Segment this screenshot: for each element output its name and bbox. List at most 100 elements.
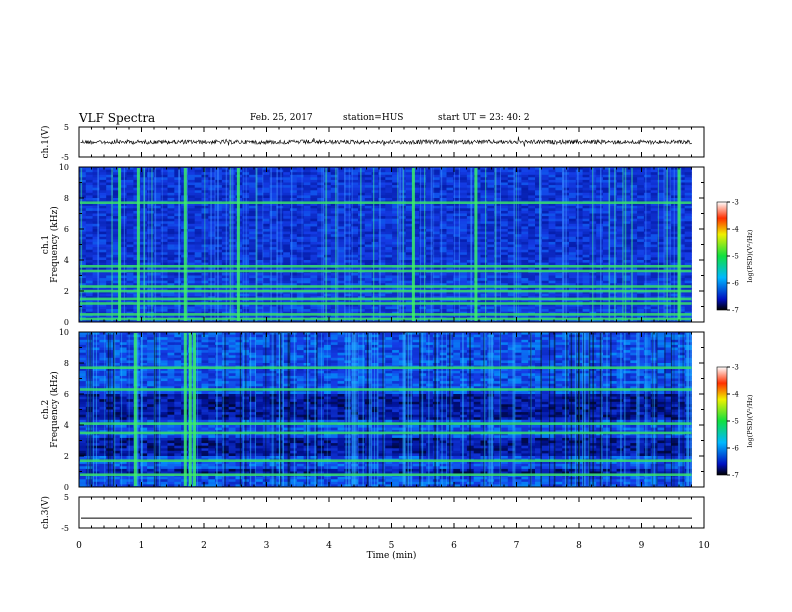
spectrogram-cell — [405, 198, 413, 201]
spectrogram-cell — [126, 216, 134, 220]
spectrogram-cell — [643, 221, 652, 225]
spectrogram-cell — [317, 231, 325, 235]
spectrogram-cell — [215, 190, 223, 194]
spectrogram-cell — [215, 177, 223, 181]
spectrogram-cell — [85, 221, 93, 225]
spectrogram-cell — [344, 303, 352, 307]
spectrogram-cell — [528, 278, 536, 282]
spectrogram-cell — [603, 169, 611, 173]
spectrogram-cell — [426, 244, 434, 248]
spectrogram-cell — [378, 221, 386, 225]
spectrogram-cell — [167, 167, 175, 170]
spectrogram-cell — [439, 213, 447, 217]
spectrogram-cell — [487, 239, 495, 243]
spectrogram-cell — [460, 291, 468, 294]
spectrogram-cell — [99, 177, 107, 181]
spectrogram-cell — [167, 257, 175, 261]
spectrogram-cell — [99, 257, 107, 261]
spectrogram-cell — [215, 247, 223, 251]
spectrogram-cell — [303, 306, 311, 310]
spectrogram-cell — [290, 167, 298, 170]
spectrogram-cell — [262, 249, 270, 253]
spectrogram-cell — [555, 252, 563, 256]
spectrogram-cell — [113, 309, 121, 313]
spectrogram-cell — [548, 231, 556, 235]
spectrogram-cell — [194, 309, 202, 313]
spectrogram-cell — [92, 210, 100, 214]
spectrogram-cell — [153, 229, 162, 232]
spectrogram-cell — [344, 309, 352, 313]
spectrogram-cell — [330, 229, 338, 232]
spectrogram-cell — [249, 247, 257, 251]
spectrogram-cell — [194, 177, 202, 181]
spectrogram-cell — [630, 247, 638, 251]
spectrogram-cell — [453, 244, 461, 248]
spectrogram-cell — [609, 262, 617, 266]
spectrogram-cell — [371, 272, 379, 276]
spectrogram-cell — [283, 236, 291, 240]
spectrogram-cell — [126, 291, 134, 294]
spectrogram-cell — [337, 213, 345, 217]
spectrogram-cell — [269, 167, 277, 170]
spectrogram-cell — [460, 187, 468, 191]
spectrogram-cell — [609, 275, 617, 279]
spectrogram-cell — [630, 260, 638, 263]
spectrogram-cell — [126, 231, 134, 235]
spectrogram-cell — [582, 291, 590, 294]
spectrogram-cell — [364, 172, 372, 176]
spectrogram-cell — [106, 195, 114, 199]
spectrogram-cell — [337, 247, 345, 251]
spectrogram-cell — [677, 280, 686, 284]
spectrogram-cell — [269, 172, 277, 176]
spectrogram-cell — [643, 223, 652, 227]
spectrogram-cell — [113, 262, 121, 266]
spectrogram-cell — [344, 177, 352, 181]
spectrogram-cell — [337, 283, 345, 287]
spectrogram-cell — [269, 223, 277, 227]
spectrogram-cell — [582, 167, 590, 170]
spectrogram-cell — [480, 213, 488, 217]
spectrogram-cell — [507, 236, 515, 240]
spectrogram-cell — [153, 244, 162, 248]
spectrogram-cell — [643, 205, 652, 209]
spectrogram-cell — [167, 198, 175, 201]
spectrogram-cell — [541, 177, 549, 181]
spectrogram-cell — [167, 231, 175, 235]
spectrogram-cell — [432, 236, 441, 240]
spectrogram-cell — [535, 216, 543, 220]
spectrogram-cell — [616, 272, 624, 276]
spectrogram-cell — [126, 229, 134, 232]
spectrogram-cell — [79, 195, 87, 199]
spectrogram-cell — [249, 167, 257, 170]
spectrogram-cell — [657, 205, 665, 209]
spectrogram-cell — [630, 179, 638, 183]
spectrogram-cell — [174, 236, 182, 240]
spectrogram-cell — [569, 254, 577, 258]
spectrogram-cell — [126, 306, 134, 310]
spectrogram-cell — [439, 195, 447, 199]
spectrogram-cell — [392, 169, 400, 173]
spectrogram-cell — [79, 177, 87, 181]
spectrogram-cell — [371, 177, 379, 181]
spectrogram-cell — [507, 306, 515, 310]
spectrogram-cell — [616, 203, 624, 207]
spectrogram-cell — [596, 167, 604, 170]
spectrogram-cell — [317, 247, 325, 251]
spectrogram-cell — [113, 247, 121, 251]
spectrogram-cell — [684, 252, 692, 256]
spectrogram-cell — [616, 195, 624, 199]
spectrogram-cell — [344, 293, 352, 297]
spectrogram-cell — [344, 226, 352, 230]
spectrogram-cell — [92, 272, 100, 276]
spectrogram-cell — [528, 303, 536, 307]
spectrogram-cell — [351, 241, 359, 245]
spectrogram-cell — [657, 210, 665, 214]
spectrogram-cell — [167, 298, 175, 302]
spectrogram-cell — [269, 278, 277, 282]
spectrogram-cell — [426, 241, 434, 245]
spectrogram-cell — [296, 226, 304, 230]
spectrogram-cell — [283, 187, 291, 191]
spectrogram-cell — [119, 208, 127, 212]
spectrogram-cell — [126, 172, 134, 176]
spectrogram-cell — [330, 185, 338, 189]
